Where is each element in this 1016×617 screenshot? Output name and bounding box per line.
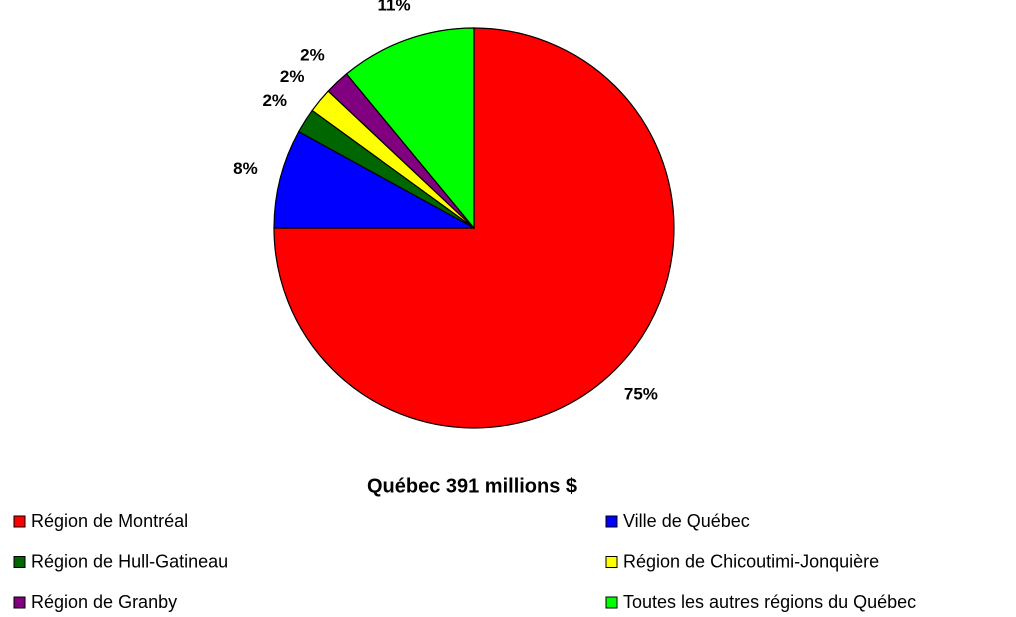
legend-swatch: [13, 556, 26, 568]
pie-slice: [273, 27, 675, 429]
legend-label: Ville de Québec: [623, 511, 750, 531]
legend-label: Région de Montréal: [31, 511, 188, 531]
legend-label: Toutes les autres régions du Québec: [623, 592, 916, 612]
pie-slice: [273, 130, 475, 229]
data-label: 2%: [280, 67, 305, 86]
data-label: 2%: [262, 91, 287, 110]
data-label: 11%: [378, 0, 411, 14]
chart-title: Québec 391 millions $: [367, 475, 577, 497]
data-label: 8%: [233, 159, 258, 178]
legend-swatch: [13, 515, 26, 528]
legend-swatch: [13, 596, 26, 609]
data-label: 75%: [624, 384, 658, 403]
legend-swatch: [605, 596, 618, 609]
data-label: 2%: [300, 45, 325, 64]
legend-swatch: [605, 556, 618, 568]
legend-swatch: [605, 515, 618, 528]
legend-label: Région de Granby: [31, 592, 177, 612]
legend-label: Région de Hull-Gatineau: [31, 551, 228, 571]
pie-slice: [345, 27, 475, 230]
legend-label: Région de Chicoutimi-Jonquière: [623, 551, 879, 571]
